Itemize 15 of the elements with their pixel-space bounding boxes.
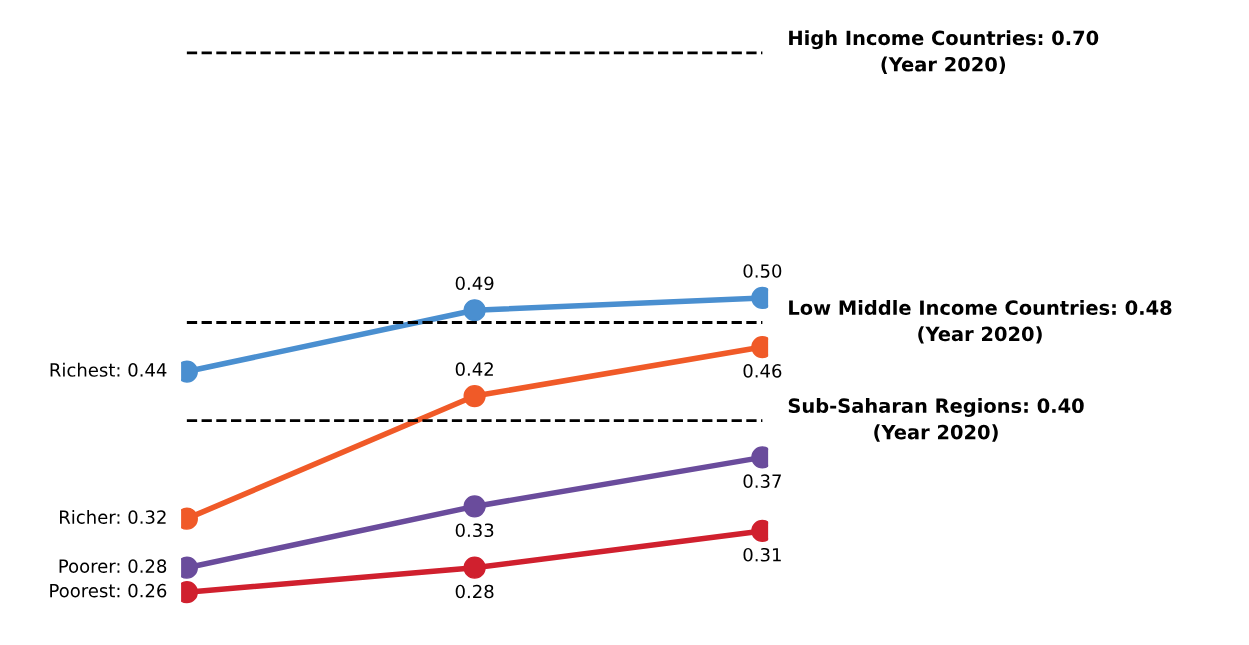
data-label: 0.46 [743, 364, 782, 378]
data-label: 0.31 [743, 547, 781, 562]
ref-line-label: Sub-Saharan Regions: 0.40 (Year 2020) [788, 397, 1084, 442]
ref-line-label: Low Middle Income Countries: 0.48 (Year 2020) [789, 299, 1172, 344]
data-label: 0.42 [455, 362, 493, 376]
data-label: 0.28 [455, 584, 494, 599]
data-label: 0.33 [455, 523, 494, 538]
data-label: Richest: 0.44 [50, 362, 167, 377]
data-label: Poorest: 0.26 [50, 583, 167, 598]
data-label: Richer: 0.32 [60, 509, 166, 524]
data-label: 0.49 [455, 276, 494, 291]
data-label: 0.37 [743, 474, 781, 489]
data-label: Poorer: 0.28 [59, 559, 167, 573]
data-label: 0.50 [743, 264, 782, 278]
ref-line-label: High Income Countries: 0.70 (Year 2020) [789, 30, 1099, 74]
